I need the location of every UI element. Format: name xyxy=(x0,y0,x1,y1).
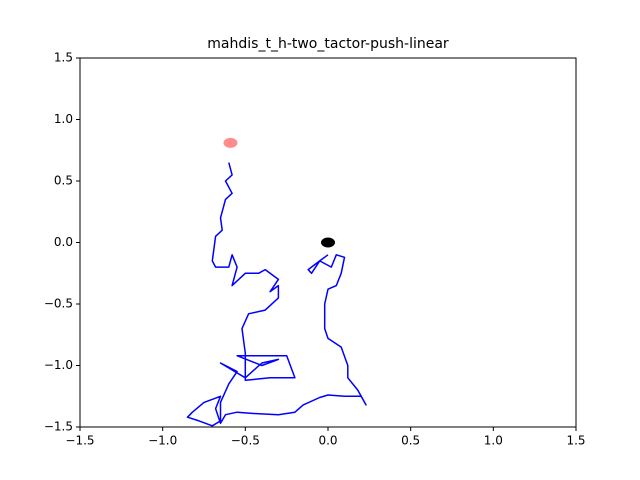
plot-frame xyxy=(79,57,577,428)
x-tick-label: 0.0 xyxy=(318,434,337,448)
y-tick-label: −0.5 xyxy=(44,297,73,311)
y-tick-label: 0.0 xyxy=(54,235,73,249)
trajectory xyxy=(186,162,367,427)
y-tick-label: −1.5 xyxy=(44,420,73,434)
x-tick-label: −1.0 xyxy=(148,434,177,448)
y-tick-label: 0.5 xyxy=(54,174,73,188)
x-tick-label: −1.5 xyxy=(65,434,94,448)
x-tick-label: 0.5 xyxy=(401,434,420,448)
x-tick-label: 1.5 xyxy=(566,434,585,448)
x-tick-label: −0.5 xyxy=(231,434,260,448)
chart-title: mahdis_t_h-two_tactor-push-linear xyxy=(207,36,449,52)
y-tick-label: 1.0 xyxy=(54,112,73,126)
point-marker xyxy=(321,237,335,248)
y-tick-label: 1.5 xyxy=(54,51,73,65)
y-tick-label: −1.0 xyxy=(44,358,73,372)
point-marker xyxy=(223,137,238,148)
x-tick-label: 1.0 xyxy=(484,434,503,448)
